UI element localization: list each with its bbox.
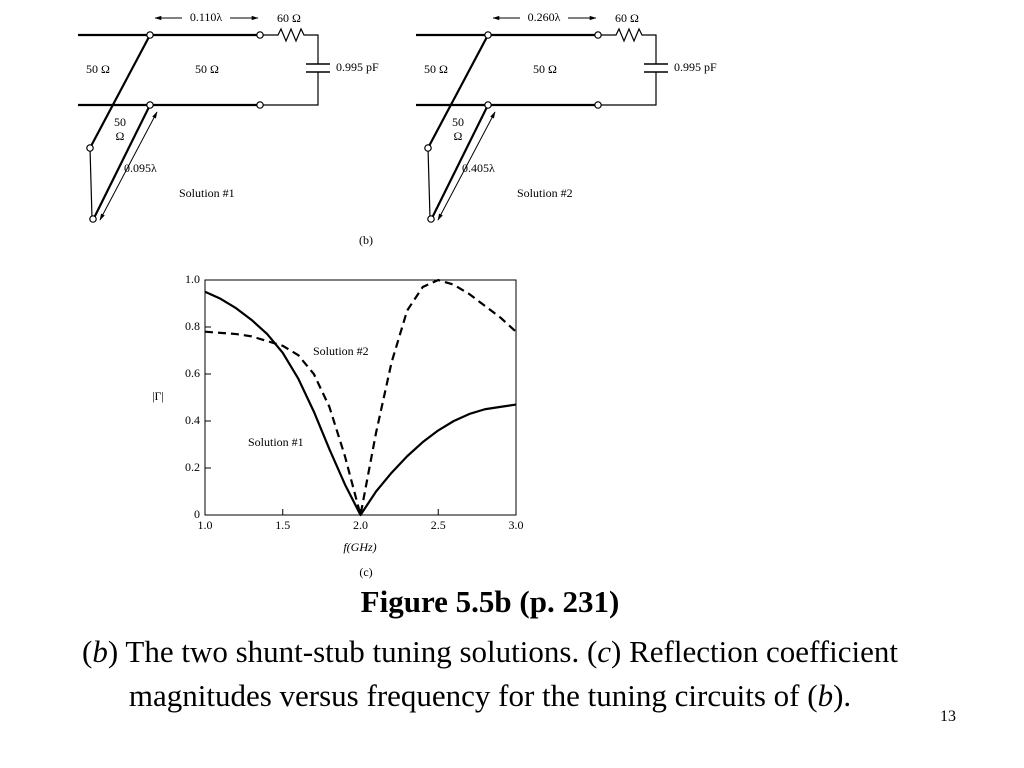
caption-segment: b: [817, 678, 834, 713]
caption-segment: ).: [833, 678, 852, 713]
subfigure-label: (b): [359, 233, 373, 247]
stub-impedance: Ω: [116, 129, 125, 143]
terminal: [594, 101, 602, 109]
caption-segment: b: [92, 634, 108, 669]
stub-impedance: 50: [114, 115, 126, 129]
x-axis-label: f(GHz): [343, 540, 376, 554]
y-axis-label: |Γ|: [152, 389, 164, 403]
terminal: [146, 101, 154, 109]
resistor: [600, 27, 657, 64]
x-tick-label: 2.0: [353, 518, 368, 532]
load-capacitance: 0.995 pF: [674, 60, 717, 74]
y-tick-label: 0.4: [185, 413, 200, 427]
terminal: [484, 31, 492, 39]
stub-length: 0.405λ: [462, 161, 495, 175]
series-line: [204, 278, 517, 517]
caption-title: Figure 5.5b (p. 231): [360, 584, 620, 619]
wire: [89, 147, 93, 219]
line-length: 0.260λ: [528, 10, 561, 24]
dimension-arrow: [99, 111, 158, 221]
y-tick-label: 0.8: [185, 319, 200, 333]
x-tick-label: 3.0: [509, 518, 524, 532]
solution-label: Solution #1: [179, 186, 235, 200]
terminal: [89, 215, 97, 223]
stub-impedance: 50: [452, 115, 464, 129]
y-tick-label: 1.0: [185, 272, 200, 286]
solution-label: Solution #2: [517, 186, 573, 200]
series-label: Solution #1: [248, 435, 304, 449]
plot-frame: [204, 279, 517, 516]
load-resistance: 60 Ω: [615, 11, 639, 25]
wire: [262, 72, 319, 106]
terminal: [146, 31, 154, 39]
page-number: 13: [940, 708, 956, 725]
y-tick-label: 0.6: [185, 366, 200, 380]
wire: [427, 147, 431, 219]
series-line: [204, 290, 517, 517]
terminal: [484, 101, 492, 109]
x-tick-label: 2.5: [431, 518, 446, 532]
load-capacitance: 0.995 pF: [336, 60, 379, 74]
caption-segment: ) Reflection coefficient magnitudes vers…: [128, 634, 898, 713]
dimension-arrow: [437, 111, 496, 221]
subfigure-label: (c): [359, 565, 372, 579]
impedance-label: 50 Ω: [195, 62, 219, 76]
impedance-label: 50 Ω: [86, 62, 110, 76]
y-tick-label: 0: [194, 507, 200, 521]
caption-segment: c: [597, 634, 612, 669]
impedance-label: 50 Ω: [424, 62, 448, 76]
stub-length: 0.095λ: [124, 161, 157, 175]
terminal: [256, 101, 264, 109]
y-tick-label: 0.2: [185, 460, 200, 474]
terminal: [424, 144, 432, 152]
caption-segment: (: [82, 634, 93, 669]
stub-impedance: Ω: [454, 129, 463, 143]
wire: [600, 72, 657, 106]
caption-body: (b) The two shunt-stub tuning solutions.…: [50, 630, 930, 718]
terminal: [594, 31, 602, 39]
x-tick-label: 1.5: [275, 518, 290, 532]
line-length: 0.110λ: [190, 10, 223, 24]
figure: 0.110λ 60 Ω50 Ω 50 Ω 0.995 pF50Ω0.095λSolut…: [78, 10, 717, 579]
series-label: Solution #2: [313, 344, 369, 358]
terminal: [256, 31, 264, 39]
x-tick-label: 1.0: [198, 518, 213, 532]
resistor: [262, 27, 319, 64]
impedance-label: 50 Ω: [533, 62, 557, 76]
caption-segment: ) The two shunt-stub tuning solutions. (: [107, 634, 598, 669]
load-resistance: 60 Ω: [277, 11, 301, 25]
terminal: [86, 144, 94, 152]
terminal: [427, 215, 435, 223]
